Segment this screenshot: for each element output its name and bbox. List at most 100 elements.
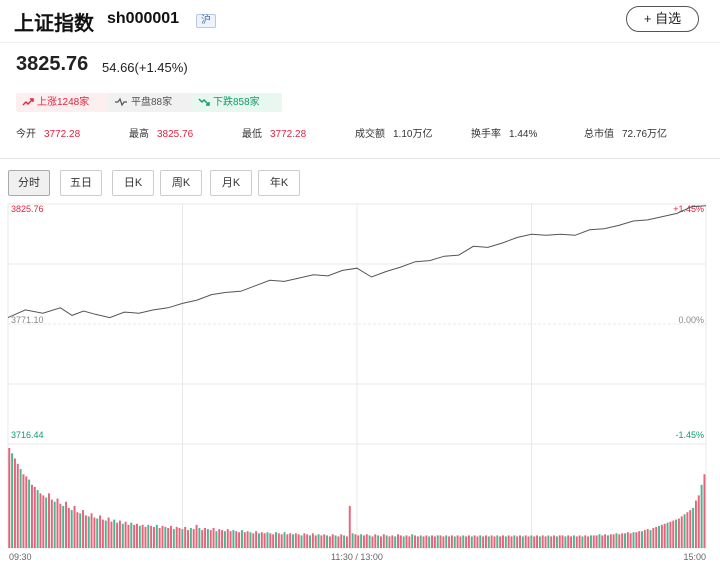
stat-turnover-amount: 成交额 1.10万亿: [355, 125, 432, 140]
volume-bar: [572, 535, 575, 548]
volume-bar: [414, 535, 416, 548]
volume-bar: [499, 536, 502, 548]
volume-bar: [561, 535, 564, 548]
volume-bar: [297, 534, 300, 548]
volume-bar: [161, 525, 164, 548]
volume-bar: [675, 519, 678, 548]
volume-bar: [473, 535, 476, 548]
volume-bar: [476, 536, 479, 548]
volume-bar: [689, 510, 692, 548]
volume-bar: [587, 536, 590, 548]
volume-bar: [144, 526, 147, 548]
decliners-badge[interactable]: 下跌858家: [192, 93, 282, 112]
volume-bar: [124, 521, 127, 548]
volume-bar: [553, 535, 556, 548]
tab-weekly-k[interactable]: 周K: [160, 170, 202, 196]
volume-bar: [635, 532, 638, 548]
volume-bar: [116, 522, 119, 548]
volume-bar: [192, 529, 195, 548]
volume-bar: [641, 531, 643, 548]
volume-bar: [595, 535, 598, 548]
volume-bar: [663, 523, 666, 548]
volume-bar: [541, 535, 544, 548]
volume-bar: [487, 536, 490, 548]
volume-bar: [331, 534, 334, 548]
volume-bar: [249, 532, 252, 548]
volume-bar: [170, 525, 172, 548]
volume-bar: [130, 522, 133, 548]
volume-bar: [184, 526, 187, 548]
volume-bar: [388, 536, 391, 548]
volume-bar: [365, 534, 368, 548]
volume-bar: [317, 534, 320, 548]
volume-bar: [272, 534, 275, 548]
volume-bar: [269, 533, 272, 548]
volume-bar: [450, 535, 453, 548]
volume-bar: [138, 525, 141, 548]
volume-bar: [516, 536, 519, 548]
volume-bar: [292, 534, 294, 548]
unchanged-badge[interactable]: 平盘88家: [108, 93, 197, 112]
volume-bar: [306, 534, 309, 548]
volume-bar: [212, 528, 215, 548]
volume-bar: [677, 518, 680, 548]
volume-bar: [300, 535, 303, 548]
volume-bar: [652, 528, 655, 548]
volume-bar: [99, 515, 102, 548]
volume-bar: [311, 533, 314, 548]
volume-bar: [187, 530, 189, 548]
volume-bar: [260, 532, 263, 548]
volume-bar: [658, 525, 660, 548]
stat-label: 总市值: [584, 129, 614, 140]
y-axis-label: 3716.44: [11, 430, 44, 440]
volume-bar: [621, 533, 624, 548]
tab-monthly-k[interactable]: 月K: [210, 170, 252, 196]
stat-value: 3825.76: [157, 129, 194, 140]
volume-bar: [209, 530, 212, 548]
volume-bar: [28, 479, 31, 548]
add-favorite-button[interactable]: + 自选: [626, 6, 699, 32]
volume-bar: [428, 536, 431, 548]
tab-daily-k[interactable]: 日K: [112, 170, 154, 196]
volume-bar: [626, 532, 629, 548]
intraday-chart[interactable]: 3825.76 3771.10 3716.44 +1.45% 0.00% -1.45% 09…: [0, 198, 720, 570]
volume-bar: [453, 536, 456, 548]
volume-bar: [567, 535, 570, 548]
volume-bar: [380, 536, 382, 548]
volume-bar: [141, 524, 144, 548]
volume-bar: [700, 484, 703, 548]
volume-bar: [416, 536, 419, 548]
volume-bar: [405, 535, 408, 548]
volume-bar: [575, 536, 578, 548]
volume-bar: [411, 534, 414, 548]
volume-bar: [337, 536, 340, 548]
volume-bar: [172, 529, 175, 548]
volume-bar: [433, 536, 436, 548]
volume-bar: [382, 534, 385, 548]
volume-bar: [629, 533, 632, 548]
volume-bar: [107, 517, 110, 548]
volume-bar: [201, 530, 204, 548]
volume-bar: [408, 536, 411, 548]
volume-bar: [496, 535, 499, 548]
volume-bar: [204, 528, 207, 548]
advancers-badge[interactable]: 上涨1248家: [16, 93, 116, 112]
volume-bar: [133, 524, 136, 548]
volume-bar: [53, 501, 56, 548]
advancers-label: 上涨1248家: [37, 97, 90, 108]
tab-intraday[interactable]: 分时: [8, 170, 50, 196]
volume-bar: [11, 453, 14, 548]
volume-bar: [334, 535, 337, 548]
volume-bar: [266, 532, 269, 548]
volume-bar: [362, 535, 365, 548]
volume-bar: [167, 528, 170, 548]
volume-bar: [223, 531, 226, 548]
volume-bar: [42, 495, 45, 548]
tab-five-day[interactable]: 五日: [60, 170, 102, 196]
volume-bar: [646, 529, 649, 548]
volume-bar: [153, 526, 155, 548]
volume-bar: [76, 512, 79, 548]
tab-yearly-k[interactable]: 年K: [258, 170, 300, 196]
volume-bar: [604, 534, 607, 548]
volume-bar: [479, 535, 482, 548]
